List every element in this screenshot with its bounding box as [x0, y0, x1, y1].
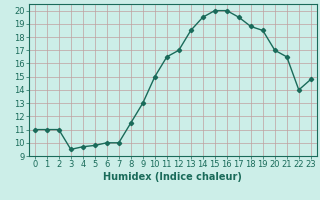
X-axis label: Humidex (Indice chaleur): Humidex (Indice chaleur) — [103, 172, 242, 182]
